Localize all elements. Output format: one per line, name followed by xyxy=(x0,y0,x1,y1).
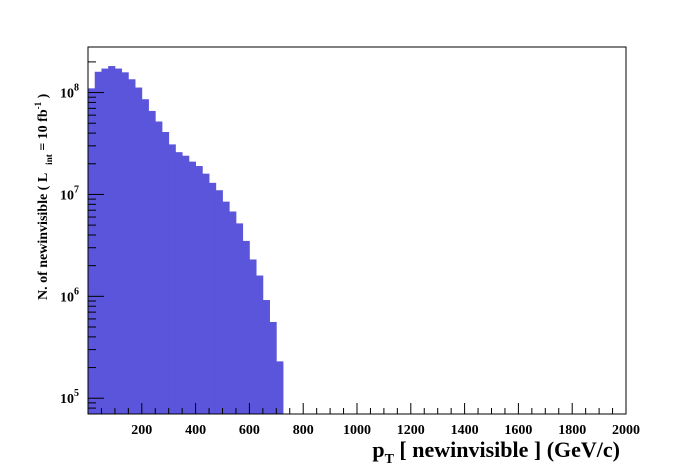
histogram-bar xyxy=(94,71,102,414)
histogram-bar xyxy=(256,275,264,414)
histogram-bar xyxy=(269,321,277,414)
histogram-bar xyxy=(121,72,129,415)
y-tick-label: 108 xyxy=(60,83,79,102)
x-tick-label: 1000 xyxy=(343,423,371,438)
histogram-bar xyxy=(114,68,123,414)
histogram-bar xyxy=(249,259,257,414)
x-tick-label: 200 xyxy=(131,423,152,438)
y-tick-label: 107 xyxy=(60,184,79,203)
histogram-bar xyxy=(161,132,170,414)
histogram-bar xyxy=(209,182,217,414)
y-tick-label: 106 xyxy=(60,286,79,305)
x-tick-label: 400 xyxy=(185,423,206,438)
histogram-bar xyxy=(182,155,190,414)
y-tick-label: 105 xyxy=(60,388,79,407)
histogram-bar xyxy=(276,361,284,414)
histogram-bar xyxy=(195,166,203,414)
x-tick-label: 2000 xyxy=(612,423,640,438)
histogram-bar xyxy=(155,121,163,414)
histogram-bars xyxy=(88,66,284,415)
histogram-bar xyxy=(242,240,250,414)
y-axis-ticks xyxy=(88,61,104,415)
histogram-bar xyxy=(128,79,136,414)
histogram-bar xyxy=(108,66,116,415)
x-tick-label: 1800 xyxy=(558,423,586,438)
x-tick-label: 1200 xyxy=(397,423,425,438)
histogram-bar xyxy=(101,68,109,414)
histogram-bar xyxy=(175,152,183,414)
histogram-bar xyxy=(235,223,244,414)
histogram-bar xyxy=(202,173,210,414)
histogram-bar xyxy=(168,144,176,415)
x-axis-ticks xyxy=(87,403,627,414)
x-tick-label: 600 xyxy=(239,423,260,438)
y-axis-tick-labels: 105 106 107 108 xyxy=(60,83,79,408)
histogram-bar xyxy=(262,300,270,414)
x-axis-title: pT [ newinvisible ] (GeV/c) xyxy=(372,437,620,467)
histogram-bar xyxy=(141,99,149,414)
histogram-bar xyxy=(135,87,143,415)
y-axis-title: N. of newinvisible ( Lint = 10 fb-1 ) xyxy=(33,93,54,300)
histogram-bar xyxy=(148,110,156,414)
histogram-bar xyxy=(222,201,230,414)
x-tick-label: 1600 xyxy=(504,423,532,438)
histogram-bar xyxy=(88,88,96,415)
histogram-bar xyxy=(188,161,196,414)
x-tick-label: 1400 xyxy=(451,423,479,438)
x-axis-tick-labels: 200 400 600 800 1000 1200 1400 1600 1800 2000 xyxy=(131,423,640,438)
histogram-bar xyxy=(229,211,237,414)
histogram-bar xyxy=(215,190,223,414)
x-tick-label: 800 xyxy=(293,423,314,438)
